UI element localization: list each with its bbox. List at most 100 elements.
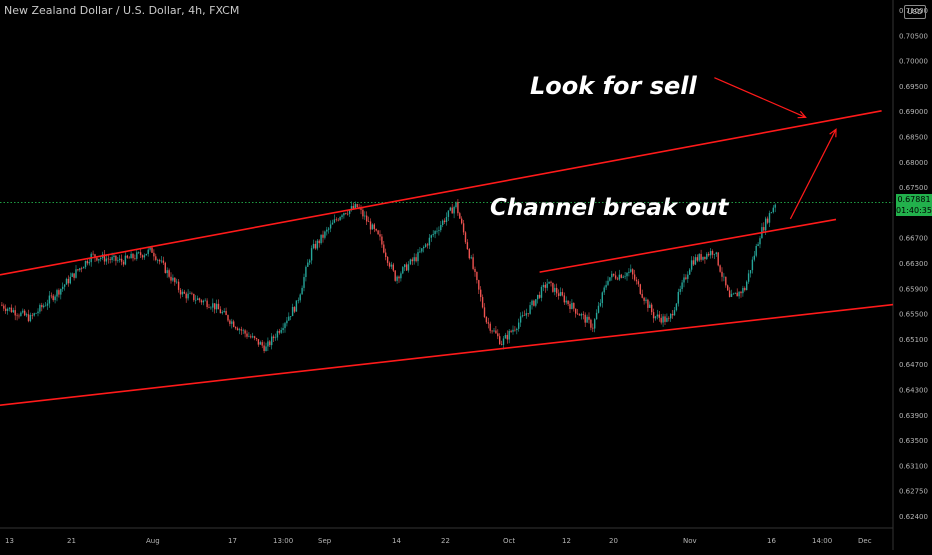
candle-body (263, 345, 265, 352)
candle-body (772, 207, 774, 213)
candle-body (181, 291, 184, 295)
candle-body (111, 257, 113, 260)
candle-body (160, 260, 163, 262)
candle-body (113, 255, 115, 258)
candle-body (43, 305, 45, 308)
inner-channel-upper-line[interactable] (539, 218, 837, 273)
candle-body (158, 259, 161, 262)
price-tick-label: 0.65900 (899, 285, 928, 293)
candle-body (234, 326, 237, 329)
candle-body (390, 264, 393, 267)
candle-body (614, 275, 617, 279)
candle-body (347, 213, 349, 215)
candle-body (694, 257, 697, 265)
sell-arrow-head (797, 110, 807, 119)
candle-body (658, 314, 660, 318)
candle-body (307, 262, 309, 267)
price-axis[interactable]: 0.71000 0.70500 0.70000 0.69500 0.69000 0.685… (899, 7, 928, 521)
candle-body (52, 295, 54, 301)
time-tick-label: 13 (5, 537, 14, 545)
candle-body (673, 310, 676, 316)
candle-body (147, 249, 149, 254)
candle-body (335, 219, 337, 221)
candle-body (39, 305, 41, 312)
candle-body (18, 315, 20, 317)
candle-body (179, 289, 182, 295)
price-tick-label: 0.68500 (899, 134, 928, 142)
candle-body (174, 277, 176, 283)
candle-body (250, 336, 252, 338)
candle-body (609, 277, 611, 281)
candle-body (618, 274, 621, 280)
candle-body (518, 322, 520, 329)
candle-body (666, 317, 668, 322)
bar-countdown-tag: 01:40:35 (896, 205, 932, 216)
candle-body (432, 234, 434, 236)
candle-body (303, 277, 305, 288)
channel-upper-line[interactable] (0, 110, 882, 276)
candle-body (641, 293, 643, 298)
time-axis[interactable]: 13 21 Aug 17 13:00 Sep 14 22 Oct 12 20 Nov 16 14:00 De… (5, 537, 872, 545)
candle-body (670, 313, 672, 319)
candle-body (310, 248, 313, 261)
currency-badge[interactable]: USD (904, 5, 926, 19)
breakout-arrow-head (829, 128, 837, 138)
candle-body (225, 311, 227, 316)
breakout-arrow[interactable] (789, 129, 837, 220)
price-tick-label: 0.63900 (899, 412, 928, 420)
candle-body (740, 291, 742, 294)
candle-body (231, 321, 233, 324)
candle-body (77, 269, 79, 271)
candle-body (14, 310, 16, 316)
candle-body (27, 314, 30, 322)
candle-body (746, 281, 748, 291)
candle-body (5, 308, 7, 311)
candle-body (599, 303, 602, 306)
channel-lower-line[interactable] (0, 303, 894, 407)
candle-body (443, 220, 446, 223)
candle-body (470, 257, 472, 259)
candle-body (204, 300, 206, 302)
candle-body (71, 273, 73, 277)
sell-arrow[interactable] (714, 77, 806, 118)
candle-body (728, 290, 731, 297)
candle-body (371, 224, 374, 230)
candle-body (164, 262, 166, 274)
candle-body (620, 274, 622, 278)
candle-body (652, 312, 655, 319)
candle-body (48, 295, 51, 304)
candle-body (153, 252, 155, 257)
candle-body (531, 300, 533, 306)
candle-body (339, 217, 341, 221)
candle-body (56, 290, 58, 297)
candle-body (109, 259, 111, 260)
candle-body (50, 295, 52, 297)
candle-body (468, 249, 470, 259)
candle-body (117, 260, 119, 261)
candle-body (35, 313, 37, 314)
candle-body (605, 284, 607, 288)
candle-body (668, 317, 670, 319)
candle-body (373, 224, 375, 229)
candle-body (316, 240, 318, 249)
candle-body (698, 254, 700, 261)
candle-body (103, 254, 106, 262)
look-for-sell-annotation[interactable]: Look for sell (530, 72, 697, 100)
candle-body (284, 323, 286, 329)
candle-body (649, 304, 651, 308)
candle-body (601, 292, 603, 304)
candle-body (508, 330, 510, 340)
candle-body (215, 303, 218, 310)
candle-body (428, 237, 431, 246)
candle-body (383, 244, 385, 253)
candle-body (480, 289, 482, 298)
candle-body (143, 255, 146, 258)
candle-body (272, 336, 275, 339)
candle-body (155, 256, 157, 260)
time-tick-label: 21 (67, 537, 76, 545)
channel-break-out-annotation[interactable]: Channel break out (490, 195, 729, 221)
candle-body (176, 281, 178, 283)
candle-body (157, 259, 159, 261)
